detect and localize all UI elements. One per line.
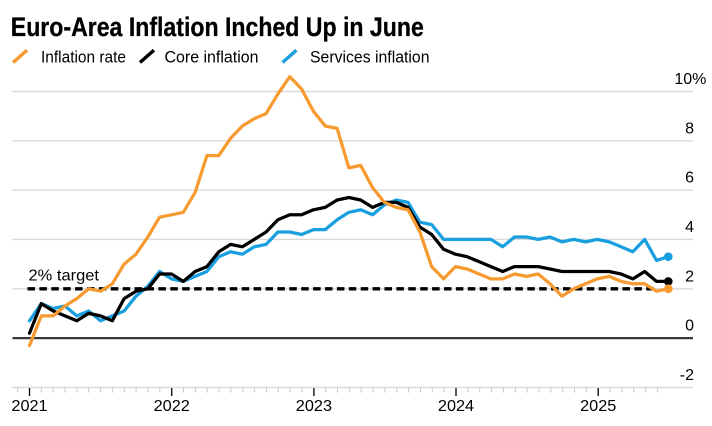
svg-text:2024: 2024 [438, 398, 474, 415]
svg-text:2% target: 2% target [29, 268, 100, 285]
svg-text:2: 2 [685, 268, 694, 285]
svg-text:4: 4 [685, 219, 694, 236]
svg-text:Services inflation: Services inflation [310, 49, 430, 67]
svg-text:8: 8 [685, 120, 694, 137]
svg-text:Core inflation: Core inflation [165, 49, 259, 67]
svg-text:0: 0 [685, 318, 694, 335]
svg-text:Inflation rate: Inflation rate [41, 49, 126, 67]
svg-text:2022: 2022 [154, 398, 190, 415]
svg-text:2023: 2023 [296, 398, 332, 415]
svg-text:Euro-Area Inflation Inched Up: Euro-Area Inflation Inched Up in June [11, 12, 424, 42]
svg-text:-2: -2 [680, 367, 694, 384]
svg-text:2021: 2021 [11, 398, 47, 415]
svg-text:6: 6 [685, 170, 694, 187]
svg-text:10%: 10% [674, 71, 706, 88]
svg-text:2025: 2025 [580, 398, 616, 415]
